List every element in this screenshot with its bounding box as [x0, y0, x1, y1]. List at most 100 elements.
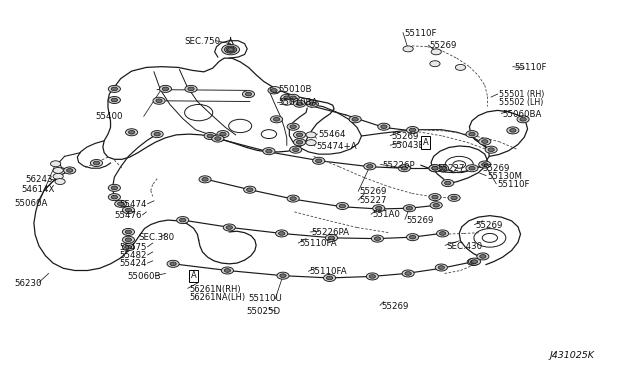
- Circle shape: [212, 135, 224, 142]
- Circle shape: [339, 204, 346, 208]
- Circle shape: [207, 134, 213, 138]
- Circle shape: [440, 166, 446, 170]
- Circle shape: [436, 165, 449, 172]
- Circle shape: [410, 128, 416, 132]
- Text: 55226PA: 55226PA: [312, 228, 349, 237]
- Text: 551A0: 551A0: [372, 211, 400, 219]
- Circle shape: [129, 131, 135, 134]
- Circle shape: [287, 123, 300, 130]
- Circle shape: [432, 195, 438, 199]
- Circle shape: [403, 205, 415, 212]
- Circle shape: [482, 140, 488, 143]
- Circle shape: [477, 253, 489, 260]
- Circle shape: [271, 89, 277, 92]
- Circle shape: [225, 46, 237, 53]
- Circle shape: [122, 206, 134, 214]
- Text: 55424: 55424: [120, 259, 147, 268]
- Circle shape: [111, 87, 118, 91]
- Circle shape: [468, 258, 481, 265]
- Circle shape: [151, 131, 163, 138]
- Circle shape: [451, 196, 457, 200]
- Text: 55060A: 55060A: [15, 199, 48, 208]
- Circle shape: [436, 230, 449, 237]
- Circle shape: [159, 86, 172, 92]
- Circle shape: [469, 132, 475, 136]
- Text: 55464: 55464: [319, 130, 346, 140]
- Circle shape: [520, 118, 526, 121]
- Circle shape: [482, 163, 488, 166]
- Circle shape: [282, 99, 292, 105]
- Circle shape: [287, 195, 300, 202]
- Circle shape: [281, 94, 293, 101]
- Text: 55060BA: 55060BA: [502, 110, 542, 119]
- Text: 55269: 55269: [476, 221, 503, 230]
- Circle shape: [372, 205, 385, 212]
- Text: SEC.750: SEC.750: [184, 37, 220, 46]
- Circle shape: [125, 208, 132, 212]
- Circle shape: [440, 232, 446, 235]
- Circle shape: [429, 193, 441, 201]
- Circle shape: [108, 185, 120, 191]
- Circle shape: [381, 125, 387, 129]
- Circle shape: [435, 264, 447, 271]
- Circle shape: [442, 180, 454, 186]
- Text: J431025K: J431025K: [550, 351, 595, 360]
- Circle shape: [374, 237, 381, 240]
- Circle shape: [245, 92, 252, 96]
- Circle shape: [328, 236, 335, 240]
- Circle shape: [266, 149, 272, 153]
- Circle shape: [472, 260, 477, 263]
- Text: 55110U: 55110U: [248, 294, 282, 303]
- Text: 55502 (LH): 55502 (LH): [499, 99, 543, 108]
- Text: 55110F: 55110F: [404, 29, 436, 38]
- Circle shape: [271, 116, 283, 123]
- Circle shape: [401, 166, 408, 170]
- Circle shape: [364, 163, 376, 170]
- Circle shape: [280, 274, 286, 278]
- Circle shape: [125, 129, 138, 136]
- Circle shape: [243, 90, 255, 97]
- Circle shape: [214, 137, 221, 140]
- Circle shape: [226, 47, 236, 52]
- Circle shape: [507, 127, 519, 134]
- Circle shape: [376, 206, 382, 210]
- Circle shape: [432, 166, 438, 170]
- Circle shape: [433, 203, 440, 207]
- Text: 56261NA(LH): 56261NA(LH): [189, 293, 245, 302]
- Circle shape: [369, 275, 376, 278]
- Text: 55269: 55269: [392, 132, 419, 141]
- Circle shape: [246, 188, 253, 192]
- Text: SEC.380: SEC.380: [139, 232, 175, 242]
- Circle shape: [154, 132, 160, 136]
- Circle shape: [277, 272, 289, 279]
- Circle shape: [306, 132, 316, 138]
- Text: 55269: 55269: [406, 216, 433, 225]
- Circle shape: [485, 146, 497, 153]
- Circle shape: [445, 181, 451, 185]
- Circle shape: [432, 166, 438, 170]
- Circle shape: [367, 164, 373, 168]
- Circle shape: [204, 132, 216, 140]
- Text: 55400: 55400: [95, 112, 123, 121]
- Text: 54614X: 54614X: [21, 185, 54, 194]
- Text: 55269: 55269: [430, 41, 457, 51]
- Text: 55227: 55227: [360, 196, 387, 205]
- Text: 55501 (RH): 55501 (RH): [499, 90, 544, 99]
- Circle shape: [406, 126, 419, 134]
- Circle shape: [470, 260, 476, 264]
- Circle shape: [111, 98, 118, 102]
- Circle shape: [313, 157, 324, 164]
- Circle shape: [488, 148, 494, 151]
- Text: 55476: 55476: [115, 211, 142, 220]
- Text: 55010BA: 55010BA: [278, 99, 318, 108]
- Text: 55269: 55269: [360, 187, 387, 196]
- Circle shape: [325, 234, 337, 241]
- Circle shape: [156, 99, 162, 103]
- Text: 56230: 56230: [15, 279, 42, 288]
- Text: 55130M: 55130M: [487, 172, 522, 181]
- Circle shape: [115, 200, 127, 207]
- Text: 55226P: 55226P: [382, 161, 415, 170]
- Text: 55110FA: 55110FA: [310, 267, 348, 276]
- Circle shape: [111, 195, 118, 199]
- Circle shape: [53, 173, 63, 179]
